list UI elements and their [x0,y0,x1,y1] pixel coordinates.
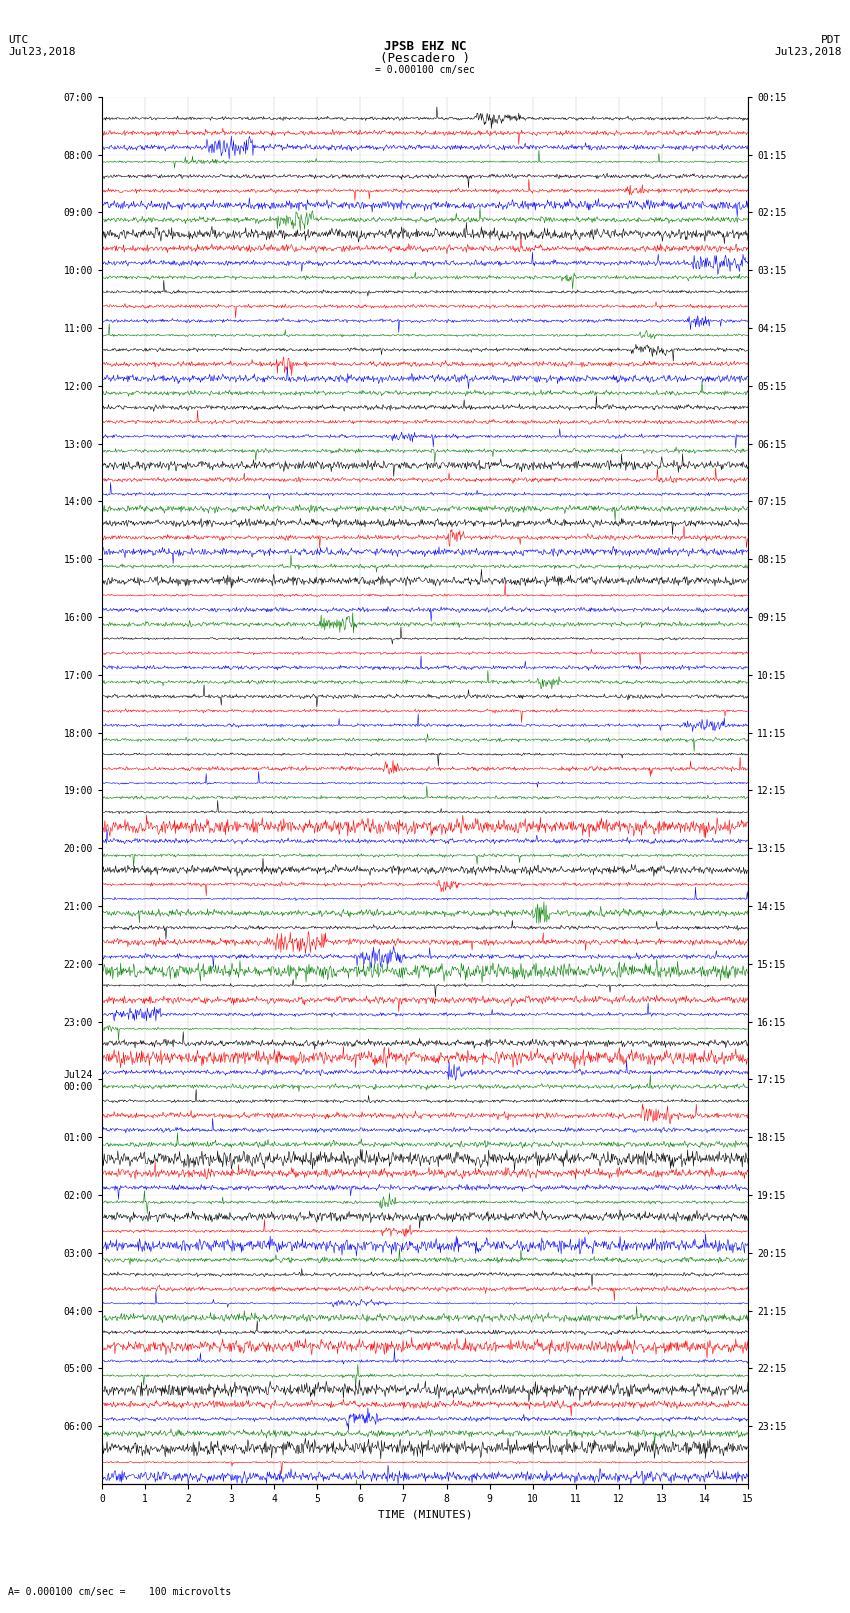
Text: = 0.000100 cm/sec: = 0.000100 cm/sec [375,65,475,74]
Text: UTC
Jul23,2018: UTC Jul23,2018 [8,35,76,56]
Text: A= 0.000100 cm/sec =    100 microvolts: A= 0.000100 cm/sec = 100 microvolts [8,1587,232,1597]
X-axis label: TIME (MINUTES): TIME (MINUTES) [377,1510,473,1519]
Text: PDT
Jul23,2018: PDT Jul23,2018 [774,35,842,56]
Text: JPSB EHZ NC: JPSB EHZ NC [383,40,467,53]
Text: (Pescadero ): (Pescadero ) [380,52,470,65]
